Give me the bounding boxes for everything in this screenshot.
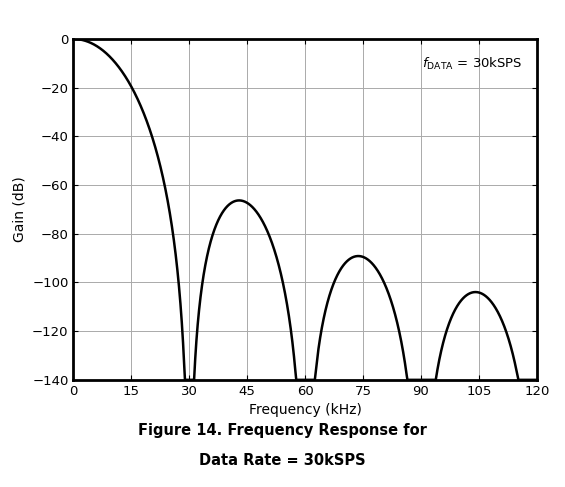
Y-axis label: Gain (dB): Gain (dB) [12, 176, 27, 243]
Text: Figure 14. Frequency Response for: Figure 14. Frequency Response for [138, 424, 427, 438]
X-axis label: Frequency (kHz): Frequency (kHz) [249, 403, 362, 417]
Text: Data Rate = 30kSPS: Data Rate = 30kSPS [199, 453, 366, 468]
Text: $f_\mathrm{DATA}$ = 30kSPS: $f_\mathrm{DATA}$ = 30kSPS [422, 56, 523, 72]
